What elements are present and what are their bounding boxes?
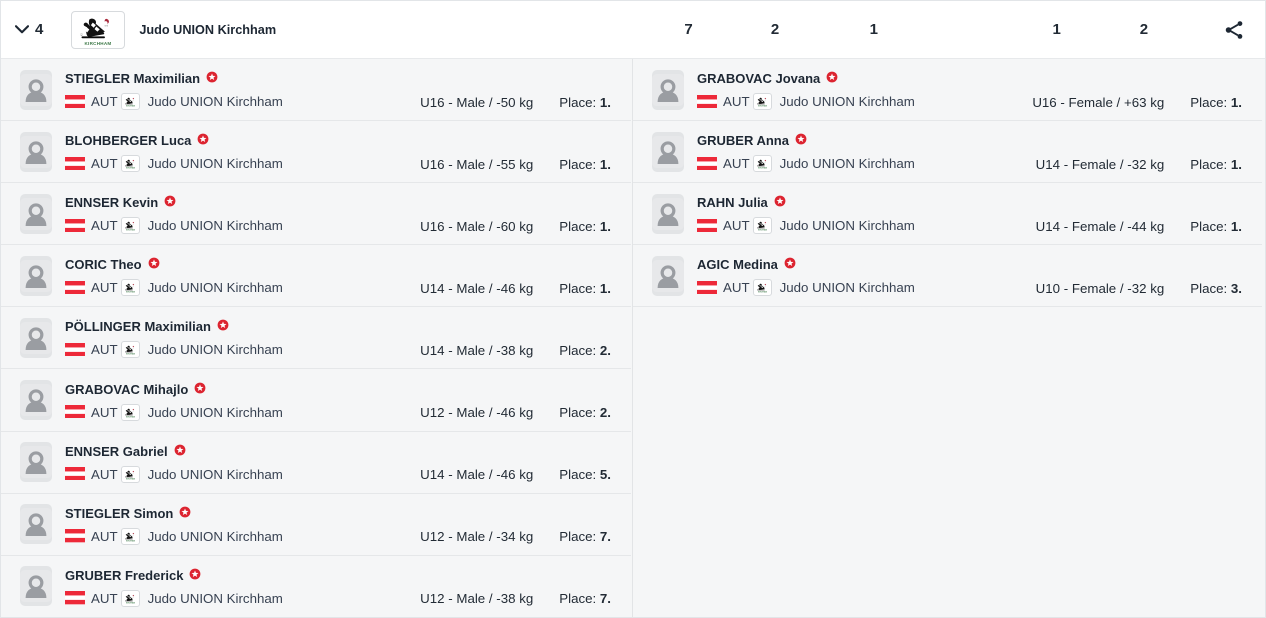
svg-text:KIRCHHAM: KIRCHHAM	[126, 229, 136, 232]
svg-text:KIRCHHAM: KIRCHHAM	[126, 353, 136, 356]
svg-text:KI: KI	[124, 164, 126, 166]
svg-text:KI: KI	[124, 537, 126, 539]
svg-text:KI: KI	[756, 226, 758, 228]
svg-text:KIRCHHAM: KIRCHHAM	[126, 539, 136, 542]
svg-text:KIRCHHAM: KIRCHHAM	[758, 229, 768, 232]
svg-text:KI: KI	[124, 288, 126, 290]
svg-text:KI: KI	[124, 475, 126, 477]
svg-text:KI: KI	[756, 102, 758, 104]
svg-text:KI: KI	[124, 599, 126, 601]
svg-text:KI: KI	[124, 412, 126, 414]
svg-text:KIRCHHAM: KIRCHHAM	[758, 167, 768, 170]
svg-text:KIRCHHAM: KIRCHHAM	[126, 291, 136, 294]
svg-text:KI: KI	[756, 164, 758, 166]
svg-text:KI: KI	[124, 350, 126, 352]
svg-text:KIRCHHAM: KIRCHHAM	[126, 105, 136, 108]
svg-text:KIRCHHAM: KIRCHHAM	[758, 105, 768, 108]
svg-text:KI: KI	[124, 226, 126, 228]
svg-text:KIRCHHAM: KIRCHHAM	[126, 477, 136, 480]
svg-text:KIRCHHAM: KIRCHHAM	[126, 601, 136, 604]
svg-text:KI: KI	[756, 288, 758, 290]
svg-text:KIRCHHAM: KIRCHHAM	[126, 415, 136, 418]
svg-text:KI: KI	[124, 102, 126, 104]
svg-text:KIRCHHAM: KIRCHHAM	[126, 167, 136, 170]
svg-text:KIRCHHAM: KIRCHHAM	[758, 291, 768, 294]
